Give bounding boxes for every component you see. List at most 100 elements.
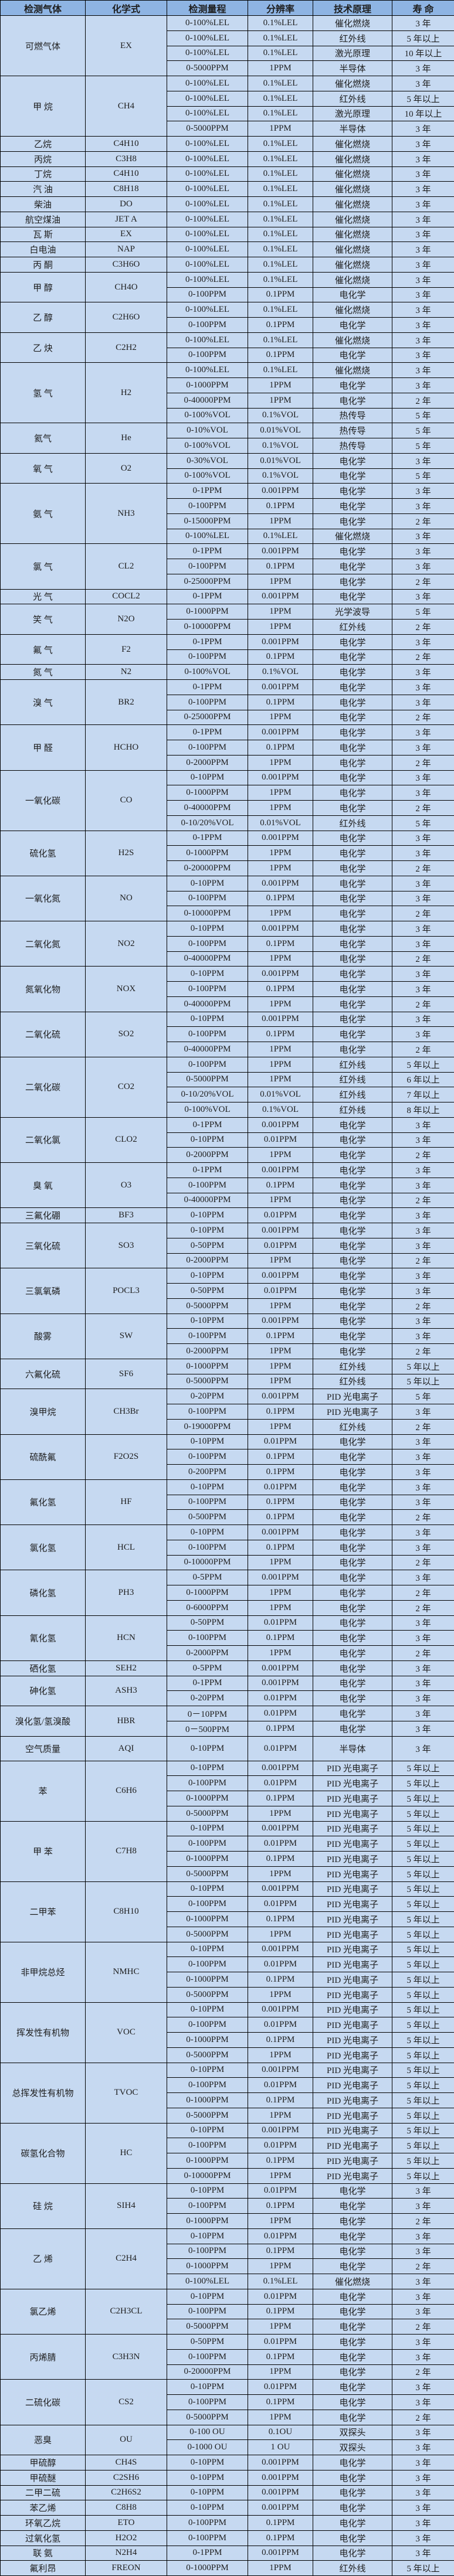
resolution-cell: 1PPM — [248, 906, 313, 921]
lifetime-cell: 3 年 — [392, 921, 454, 937]
principle-cell: 电化学 — [313, 1223, 392, 1238]
lifetime-cell: 3 年 — [392, 1570, 454, 1585]
range-cell: 0-100PPM — [167, 1776, 248, 1791]
lifetime-cell: 5 年以上 — [392, 1776, 454, 1791]
resolution-cell: 0.1PPM — [248, 559, 313, 574]
lifetime-cell: 3 年 — [392, 2380, 454, 2395]
principle-cell: PID 光电离子 — [313, 2093, 392, 2108]
range-cell: 0-5000PPM — [167, 1298, 248, 1313]
principle-cell: 催化燃烧 — [313, 166, 392, 182]
resolution-cell: 0.01PPM — [248, 1736, 313, 1761]
lifetime-cell: 5 年以上 — [392, 1821, 454, 1836]
principle-cell: 催化燃烧 — [313, 363, 392, 378]
formula-cell: C2H4 — [86, 2228, 167, 2289]
lifetime-cell: 3 年 — [392, 16, 454, 31]
principle-cell: 电化学 — [313, 1691, 392, 1706]
resolution-cell: 1 OU — [248, 2440, 313, 2455]
gas-name-cell: 硒化氢 — [1, 1660, 86, 1676]
resolution-cell: 0.1PPM — [248, 1449, 313, 1465]
formula-cell: HBR — [86, 1706, 167, 1737]
lifetime-cell: 3 年 — [392, 1027, 454, 1042]
lifetime-cell: 6 年以上 — [392, 1072, 454, 1087]
range-cell: 0-1000PPM — [167, 1852, 248, 1867]
resolution-cell: 0.1PPM — [248, 891, 313, 906]
resolution-cell: 0.001PPM — [248, 1942, 313, 1957]
resolution-cell: 0.001PPM — [248, 2470, 313, 2485]
formula-cell: F2O2S — [86, 1434, 167, 1479]
range-cell: 0－500PPM — [167, 1721, 248, 1736]
gas-name-cell: 空气质量 — [1, 1736, 86, 1761]
resolution-cell: 0.001PPM — [248, 1525, 313, 1540]
range-cell: 0-5000PPM — [167, 1072, 248, 1087]
gas-name-cell: 氮 气 — [1, 665, 86, 680]
lifetime-cell: 5 年 — [392, 468, 454, 484]
lifetime-cell: 5 年以上 — [392, 2033, 454, 2048]
resolution-cell: 0.01%VOL — [248, 1087, 313, 1102]
gas-name-cell: 苯乙烯 — [1, 2500, 86, 2516]
resolution-cell: 0.1PPM — [248, 1465, 313, 1480]
range-cell: 0-20PPM — [167, 1389, 248, 1404]
gas-name-cell: 氟 气 — [1, 634, 86, 665]
lifetime-cell: 2 年 — [392, 1555, 454, 1570]
range-cell: 0-10/20%VOL — [167, 1087, 248, 1102]
resolution-cell: 0.1PPM — [248, 1178, 313, 1193]
formula-cell: AQI — [86, 1736, 167, 1761]
gas-name-cell: 氯化氢 — [1, 1525, 86, 1570]
formula-cell: CLO2 — [86, 1117, 167, 1162]
lifetime-cell: 3 年 — [392, 1495, 454, 1510]
resolution-cell: 0.1%LEL — [248, 76, 313, 91]
range-cell: 0-5PPM — [167, 1570, 248, 1585]
lifetime-cell: 3 年 — [392, 1615, 454, 1631]
lifetime-cell: 3 年 — [392, 2485, 454, 2500]
gas-name-cell: 碳氢化合物 — [1, 2123, 86, 2183]
resolution-cell: 0.1%LEL — [248, 197, 313, 212]
resolution-cell: 1PPM — [248, 1072, 313, 1087]
principle-cell: 电化学 — [313, 936, 392, 951]
principle-cell: 红外线 — [313, 30, 392, 46]
principle-cell: PID 光电离子 — [313, 2108, 392, 2123]
range-cell: 0-19000PPM — [167, 1419, 248, 1434]
principle-cell: 电化学 — [313, 287, 392, 302]
range-cell: 0-2000PPM — [167, 1148, 248, 1163]
formula-cell: C2H3CL — [86, 2289, 167, 2334]
lifetime-cell: 5 年 — [392, 604, 454, 620]
gas-name-cell: 二氧化硫 — [1, 1012, 86, 1057]
gas-name-cell: 二硫化碳 — [1, 2380, 86, 2425]
range-cell: 0-1000PPM — [167, 2093, 248, 2108]
range-cell: 0-50PPM — [167, 1284, 248, 1299]
principle-cell: 电化学 — [313, 634, 392, 649]
principle-cell: 热传导 — [313, 438, 392, 454]
lifetime-cell: 2 年 — [392, 2410, 454, 2425]
formula-cell: C2SH6 — [86, 2470, 167, 2485]
principle-cell: 电化学 — [313, 2364, 392, 2380]
formula-cell: TVOC — [86, 2063, 167, 2123]
range-cell: 0-1000PPM — [167, 846, 248, 861]
gas-name-cell: 溴甲烷 — [1, 1389, 86, 1434]
lifetime-cell: 3 年 — [392, 76, 454, 91]
resolution-cell: 0.001PPM — [248, 831, 313, 846]
lifetime-cell: 2 年 — [392, 2364, 454, 2380]
range-cell: 0-10PPM — [167, 2063, 248, 2078]
principle-cell: 电化学 — [313, 1027, 392, 1042]
range-cell: 0-10PPM — [167, 967, 248, 982]
principle-cell: 电化学 — [313, 1646, 392, 1661]
lifetime-cell: 10 年以上 — [392, 106, 454, 121]
principle-cell: PID 光电离子 — [313, 1881, 392, 1897]
range-cell: 0-100PPM — [167, 1957, 248, 1972]
lifetime-cell: 3 年 — [392, 1479, 454, 1495]
gas-name-cell: 柴油 — [1, 197, 86, 212]
resolution-cell: 0.001PPM — [248, 725, 313, 740]
lifetime-cell: 3 年 — [392, 137, 454, 152]
lifetime-cell: 2 年 — [392, 996, 454, 1012]
range-cell: 0-100%LEL — [167, 106, 248, 121]
range-cell: 0-10PPM — [167, 2380, 248, 2395]
range-cell: 0-5000PPM — [167, 1987, 248, 2002]
gas-name-cell: 甲硫醚 — [1, 2470, 86, 2485]
lifetime-cell: 3 年 — [392, 1012, 454, 1027]
